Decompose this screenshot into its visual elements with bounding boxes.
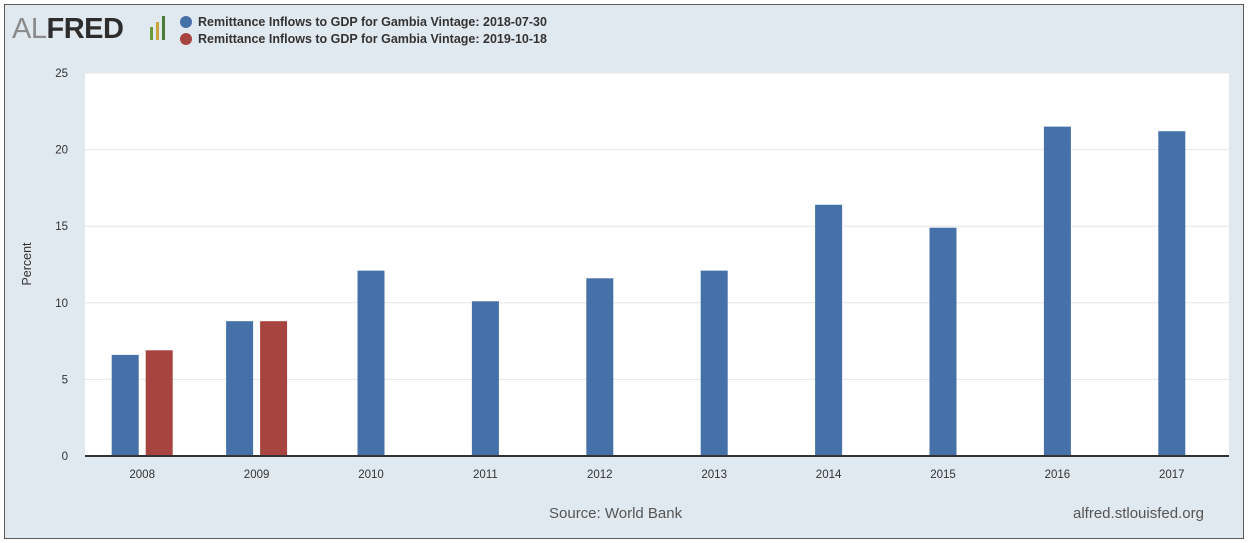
y-tick-label: 20: [55, 145, 68, 157]
x-tick-label: 2012: [587, 469, 613, 481]
x-tick-label: 2011: [473, 469, 498, 481]
x-tick-label: 2016: [1045, 469, 1071, 481]
bar-2009-series-1: [226, 321, 254, 456]
x-tick-label: 2008: [129, 469, 155, 481]
alfred-logo[interactable]: ALFRED: [12, 12, 124, 46]
y-tick-label: 5: [62, 374, 68, 386]
legend-item-vintage-2019: Remittance Inflows to GDP for Gambia Vin…: [180, 30, 547, 47]
legend-label: Remittance Inflows to GDP for Gambia Vin…: [198, 14, 547, 29]
x-tick-label: 2009: [244, 469, 270, 481]
x-tick-label: 2010: [358, 469, 384, 481]
logo-text-fred: FRED: [46, 13, 124, 45]
legend-marker: [180, 32, 192, 45]
bar-2013-series-1: [700, 270, 728, 456]
bar-2015-series-1: [929, 227, 957, 456]
chart-legend: Remittance Inflows to GDP for Gambia Vin…: [180, 13, 547, 47]
y-tick-label: 15: [55, 221, 68, 233]
bar-chart-icon: [150, 16, 165, 40]
legend-item-vintage-2018: Remittance Inflows to GDP for Gambia Vin…: [180, 13, 547, 30]
x-tick-label: 2013: [701, 469, 727, 481]
y-tick-label: 25: [55, 68, 68, 80]
x-tick-label: 2015: [930, 469, 956, 481]
bar-2009-series-2: [260, 321, 288, 456]
site-credit[interactable]: alfred.stlouisfed.org: [1073, 505, 1204, 522]
bar-2014-series-1: [815, 204, 843, 456]
y-tick-label: 10: [55, 298, 68, 310]
x-tick-label: 2014: [816, 469, 842, 481]
legend-label: Remittance Inflows to GDP for Gambia Vin…: [198, 31, 547, 46]
source-note: Source: World Bank: [549, 505, 683, 522]
bar-2017-series-1: [1158, 131, 1186, 456]
bar-2016-series-1: [1043, 126, 1071, 457]
legend-marker: [180, 15, 192, 28]
y-axis-label: Percent: [20, 242, 34, 286]
bar-2011-series-1: [471, 301, 499, 456]
x-tick-label: 2017: [1159, 469, 1185, 481]
bar-2012-series-1: [586, 278, 614, 456]
bar-2008-series-2: [145, 350, 173, 456]
bar-2010-series-1: [357, 270, 385, 456]
logo-text-al: AL: [12, 13, 47, 45]
y-tick-label: 0: [62, 451, 68, 463]
bar-2008-series-1: [111, 354, 139, 456]
